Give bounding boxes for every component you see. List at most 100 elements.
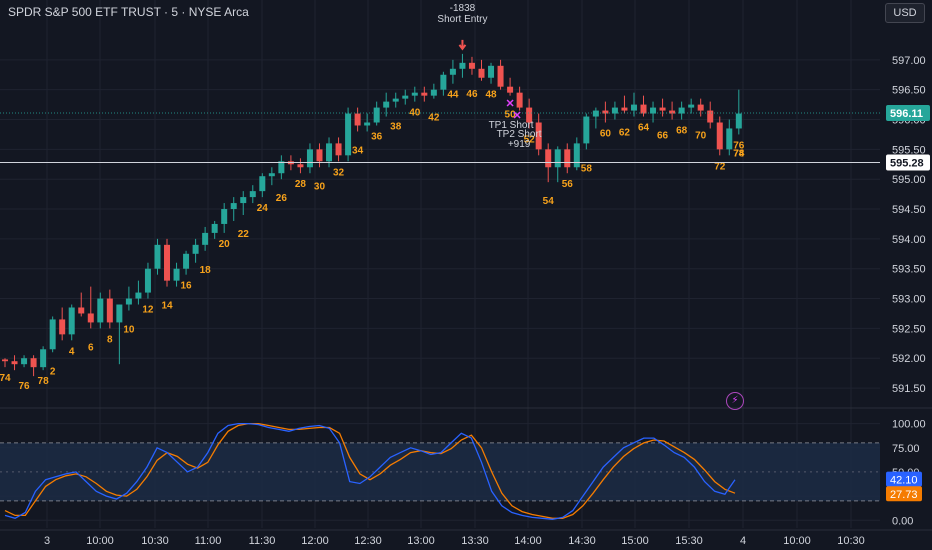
stoch-d-line — [4, 422, 736, 519]
price-tick-label: 597.00 — [892, 55, 926, 67]
time-tick-label: 10:00 — [783, 535, 811, 547]
candle-body — [164, 244, 171, 281]
ref-price-tag — [886, 154, 930, 171]
stoch-d-tag — [886, 486, 922, 502]
bar-count-label: 48 — [485, 90, 497, 101]
candle-body — [573, 143, 580, 168]
bar-count-label: 38 — [390, 122, 402, 133]
last-price-tag — [886, 104, 930, 121]
bar-count-label: 76 — [733, 140, 745, 151]
time-tick-label: 14:30 — [568, 535, 596, 547]
candle-body — [440, 74, 447, 90]
oscillator-tick-label: 75.00 — [892, 443, 920, 455]
price-tick-label: 594.50 — [892, 204, 926, 216]
price-tick-label: 593.00 — [892, 294, 926, 306]
bar-count-label: 78 — [733, 148, 745, 159]
candle-body — [106, 298, 113, 323]
candle-body — [154, 244, 161, 269]
bar-count-label: 14 — [161, 301, 173, 312]
candle-body — [354, 113, 361, 126]
candle-body — [602, 110, 609, 114]
price-tick-label: 592.00 — [892, 353, 926, 365]
candle-body — [59, 319, 66, 335]
time-tick-label: 11:30 — [249, 535, 276, 547]
candle-body — [2, 359, 8, 362]
candle-body — [202, 232, 209, 245]
candle-body — [259, 176, 266, 192]
candle-body — [659, 107, 666, 111]
candle-body — [640, 104, 647, 114]
bar-count-label: 62 — [619, 128, 631, 139]
annotation-tp1: TP1 Short — [489, 120, 534, 131]
candle-body — [478, 68, 485, 78]
candle-body — [421, 92, 428, 96]
candle-body — [535, 122, 542, 150]
bar-count-label: 74 — [733, 148, 745, 159]
ref-price-label: 595.28 — [890, 157, 924, 169]
time-tick-label: 14:00 — [514, 535, 542, 547]
last-price-label: 596.11 — [890, 108, 923, 120]
time-tick-label: 4 — [740, 535, 746, 547]
candle-body — [630, 104, 637, 111]
price-axis: 597.00596.50596.00595.50595.00594.50594.… — [886, 55, 930, 527]
bar-count-label: 20 — [219, 239, 231, 250]
candle-body — [564, 149, 571, 168]
candle-body — [221, 209, 228, 224]
bar-count-label: 70 — [695, 131, 707, 142]
candle-body — [135, 292, 142, 299]
candle-body — [716, 122, 723, 150]
price-tick-label: 595.50 — [892, 144, 926, 156]
candle-body — [650, 107, 657, 114]
bar-count-label: 32 — [333, 167, 345, 178]
time-tick-label: 10:30 — [141, 535, 169, 547]
candle-body — [545, 149, 552, 168]
candle-body — [97, 298, 104, 323]
time-tick-label: 15:00 — [621, 535, 649, 547]
stoch-k-tag — [886, 471, 922, 487]
candle-body — [30, 358, 37, 368]
candle-body — [11, 361, 18, 365]
oscillator-tick-label: 100.00 — [892, 419, 926, 431]
candle-body — [183, 253, 190, 269]
flash-icon[interactable]: ⚡ — [726, 392, 744, 410]
candle-body — [697, 104, 704, 111]
candle-body — [316, 149, 323, 162]
candle-body — [707, 110, 714, 123]
candle-body — [21, 358, 28, 365]
candle-body — [402, 95, 409, 99]
price-tick-label: 593.50 — [892, 264, 926, 276]
bar-count-label: 66 — [657, 131, 669, 142]
candle-body — [306, 149, 313, 168]
candle-body — [192, 244, 199, 254]
bar-count-label: 58 — [581, 163, 593, 174]
time-tick-label: 12:00 — [301, 535, 329, 547]
candle-body — [411, 92, 418, 96]
bar-count-label: 34 — [352, 145, 364, 156]
bar-count-label: 64 — [638, 123, 650, 134]
price-tick-label: 595.00 — [892, 174, 926, 186]
candle-body — [68, 307, 75, 335]
candle-body — [373, 107, 380, 123]
symbol-title[interactable]: SPDR S&P 500 ETF TRUST · 5 · NYSE Arca — [8, 5, 249, 19]
candle-body — [592, 110, 599, 117]
bar-count-label: 50 — [505, 110, 517, 121]
time-tick-label: 12:30 — [354, 535, 382, 547]
currency-button[interactable]: USD — [885, 3, 925, 23]
price-tick-label: 596.50 — [892, 85, 926, 97]
candle-body — [468, 62, 475, 69]
tp1-marker-icon — [506, 99, 514, 107]
candle-body — [611, 107, 618, 114]
bar-count-label: 78 — [38, 376, 50, 387]
bar-count-label: 74 — [0, 373, 11, 384]
candle-body — [173, 268, 180, 281]
time-tick-label: 3 — [44, 535, 50, 547]
candle-body — [230, 203, 237, 210]
candles — [2, 53, 742, 377]
bar-count-label: 24 — [257, 203, 269, 214]
candle-body — [268, 173, 275, 177]
bar-count-label: 72 — [714, 161, 726, 172]
price-tick-label: 591.50 — [892, 383, 926, 395]
